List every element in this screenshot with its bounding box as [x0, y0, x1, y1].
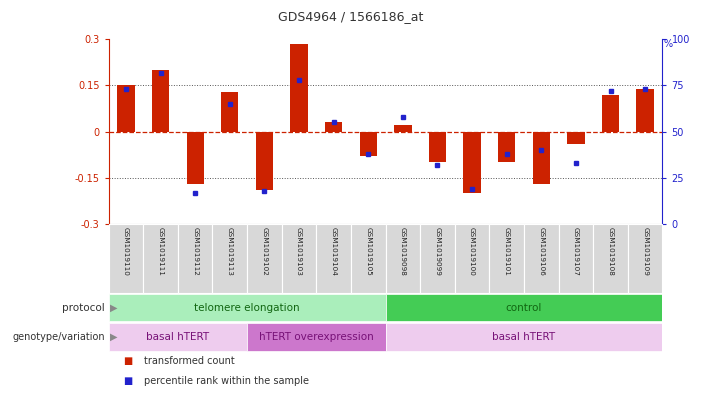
Bar	[386, 224, 420, 293]
Bar	[394, 125, 411, 132]
Bar	[143, 224, 178, 293]
Text: GSM1019109: GSM1019109	[642, 228, 648, 276]
Bar	[360, 132, 377, 156]
Bar	[533, 132, 550, 184]
Text: GSM1019112: GSM1019112	[192, 228, 198, 276]
Bar	[212, 224, 247, 293]
Bar	[429, 132, 446, 162]
Bar	[628, 224, 662, 293]
Bar	[567, 132, 585, 144]
Text: GSM1019103: GSM1019103	[296, 228, 302, 276]
Text: telomere elongation: telomere elongation	[194, 303, 300, 312]
Bar	[152, 70, 169, 132]
Text: GSM1019113: GSM1019113	[227, 228, 233, 276]
Bar	[109, 294, 386, 321]
Bar	[420, 224, 455, 293]
Bar	[351, 224, 386, 293]
Bar	[282, 224, 316, 293]
Bar	[489, 224, 524, 293]
Text: ■: ■	[123, 356, 132, 365]
Text: GSM1019108: GSM1019108	[608, 228, 613, 276]
Bar	[290, 44, 308, 132]
Text: GSM1019111: GSM1019111	[158, 228, 163, 276]
Bar	[463, 132, 481, 193]
Bar	[498, 132, 515, 162]
Text: control: control	[506, 303, 542, 312]
Text: ▶: ▶	[110, 332, 118, 342]
Bar	[559, 224, 593, 293]
Bar	[386, 323, 662, 351]
Text: ■: ■	[123, 376, 132, 386]
Text: GSM1019104: GSM1019104	[331, 228, 336, 276]
Bar	[325, 122, 342, 132]
Bar	[593, 224, 628, 293]
Bar	[524, 224, 559, 293]
Text: %: %	[664, 39, 673, 49]
Text: GSM1019105: GSM1019105	[365, 228, 372, 276]
Text: protocol: protocol	[62, 303, 105, 312]
Text: GSM1019101: GSM1019101	[504, 228, 510, 276]
Bar	[117, 85, 135, 132]
Bar	[602, 95, 619, 132]
Bar	[455, 224, 489, 293]
Bar	[316, 224, 351, 293]
Bar	[109, 323, 247, 351]
Text: GSM1019106: GSM1019106	[538, 228, 544, 276]
Text: GSM1019110: GSM1019110	[123, 228, 129, 276]
Text: hTERT overexpression: hTERT overexpression	[259, 332, 374, 342]
Bar	[221, 92, 238, 132]
Bar	[178, 224, 212, 293]
Bar	[256, 132, 273, 190]
Text: basal hTERT: basal hTERT	[147, 332, 210, 342]
Bar	[637, 88, 654, 132]
Text: GSM1019099: GSM1019099	[435, 228, 440, 276]
Text: GDS4964 / 1566186_at: GDS4964 / 1566186_at	[278, 10, 423, 23]
Text: ▶: ▶	[110, 303, 118, 312]
Bar	[247, 323, 386, 351]
Text: GSM1019098: GSM1019098	[400, 228, 406, 276]
Text: GSM1019107: GSM1019107	[573, 228, 579, 276]
Bar	[109, 224, 143, 293]
Bar	[386, 294, 662, 321]
Text: percentile rank within the sample: percentile rank within the sample	[144, 376, 308, 386]
Text: GSM1019102: GSM1019102	[261, 228, 267, 276]
Text: GSM1019100: GSM1019100	[469, 228, 475, 276]
Bar	[247, 224, 282, 293]
Text: basal hTERT: basal hTERT	[492, 332, 556, 342]
Text: genotype/variation: genotype/variation	[13, 332, 105, 342]
Bar	[186, 132, 204, 184]
Text: transformed count: transformed count	[144, 356, 234, 365]
